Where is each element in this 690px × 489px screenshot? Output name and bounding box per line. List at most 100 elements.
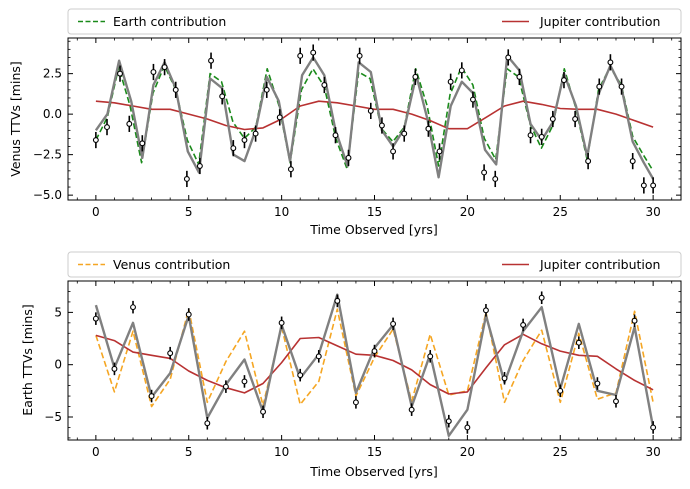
venus-axis-ticks: 0 5 10 15 20 25 30 −5.0 −2.5 0.0 2.5 <box>33 38 681 219</box>
x-tick-label: 0 <box>92 445 100 459</box>
data-marker <box>117 70 123 77</box>
data-marker <box>575 339 582 346</box>
y-tick-label: −5 <box>44 410 62 424</box>
observation-point <box>139 135 146 152</box>
data-marker <box>352 399 359 406</box>
x-tick-label: 30 <box>645 445 660 459</box>
earth-ttv-panel: Venus contribution Jupiter contribution … <box>20 251 682 479</box>
observation-point <box>505 49 512 66</box>
observation-point <box>408 403 415 416</box>
data-marker <box>315 353 322 360</box>
y-tick-label: 0 <box>54 358 62 372</box>
observation-point <box>412 68 419 85</box>
observation-point <box>538 291 545 305</box>
data-marker <box>631 317 638 324</box>
observation-point <box>492 170 499 188</box>
data-marker <box>596 83 603 90</box>
earth-legend: Venus contribution Jupiter contribution <box>67 251 682 278</box>
data-marker <box>148 393 155 400</box>
observation-point <box>390 317 397 331</box>
data-marker <box>111 365 118 372</box>
venus-combined-model-line <box>94 54 655 180</box>
venus-plot-frame <box>67 37 682 201</box>
observation-point <box>527 127 534 144</box>
data-marker <box>613 398 619 405</box>
data-marker <box>196 163 203 169</box>
observation-point <box>585 153 592 170</box>
venus-ttv-panel: Earth contribution Jupiter contribution … <box>8 8 682 237</box>
data-marker <box>92 315 99 322</box>
legend-frame <box>67 8 682 35</box>
y-tick-label: −2.5 <box>33 148 62 162</box>
observation-point <box>538 128 545 145</box>
data-marker <box>378 122 385 129</box>
data-marker <box>92 137 99 144</box>
observation-point <box>458 62 465 79</box>
observation-point <box>470 91 476 108</box>
data-marker <box>585 158 592 165</box>
observation-point <box>607 54 614 71</box>
x-tick-label: 15 <box>367 445 382 459</box>
observation-point <box>130 300 136 314</box>
observation-point <box>549 110 556 128</box>
data-marker <box>104 124 110 131</box>
data-marker <box>549 116 556 122</box>
observation-point <box>230 140 237 157</box>
legend-label-jupiter: Jupiter contribution <box>539 257 660 272</box>
data-marker <box>572 116 579 122</box>
observation-point <box>150 63 157 81</box>
data-marker <box>629 158 636 165</box>
observation-point <box>260 405 266 419</box>
observation-point <box>315 350 322 363</box>
earth-axis-ticks: 0 5 10 15 20 25 30 −5 0 5 <box>44 280 681 459</box>
observation-point <box>222 380 229 393</box>
observation-point <box>219 88 226 105</box>
data-marker <box>287 166 294 173</box>
data-marker <box>297 372 304 379</box>
data-marker <box>464 424 471 431</box>
data-marker <box>538 133 545 140</box>
data-marker <box>126 120 133 127</box>
data-marker <box>230 145 237 152</box>
x-tick-label: 25 <box>553 445 568 459</box>
y-tick-label: 0.0 <box>43 107 62 121</box>
data-marker <box>436 148 443 155</box>
observation-point <box>618 78 625 95</box>
data-marker <box>557 387 564 394</box>
data-marker <box>297 52 304 59</box>
data-marker <box>310 49 317 56</box>
observation-point <box>310 44 317 61</box>
observation-point <box>297 368 304 382</box>
observation-point <box>92 131 99 149</box>
data-marker <box>412 73 419 80</box>
observation-point <box>241 131 248 149</box>
x-tick-label: 25 <box>553 205 568 219</box>
y-tick-label: −5.0 <box>33 188 62 202</box>
observation-point <box>520 318 527 332</box>
data-marker <box>185 311 192 318</box>
data-marker <box>219 93 226 100</box>
observation-point <box>371 344 378 358</box>
observation-point <box>629 153 636 170</box>
data-marker <box>367 107 374 114</box>
x-tick-label: 20 <box>460 445 475 459</box>
observation-point <box>126 115 133 132</box>
data-marker <box>172 86 179 93</box>
data-marker <box>527 132 534 139</box>
observation-point <box>111 362 118 376</box>
observation-point <box>334 294 341 308</box>
data-marker <box>594 380 601 387</box>
observation-point <box>613 395 619 408</box>
x-tick-label: 10 <box>274 445 289 459</box>
data-marker <box>427 353 434 360</box>
observation-point <box>278 316 285 330</box>
observation-point <box>447 73 454 90</box>
observation-point <box>185 308 192 321</box>
data-marker <box>650 424 657 431</box>
observation-point <box>561 72 567 89</box>
data-marker <box>561 77 567 84</box>
observation-point <box>575 336 582 349</box>
data-marker <box>241 137 248 144</box>
x-tick-label: 20 <box>460 205 475 219</box>
